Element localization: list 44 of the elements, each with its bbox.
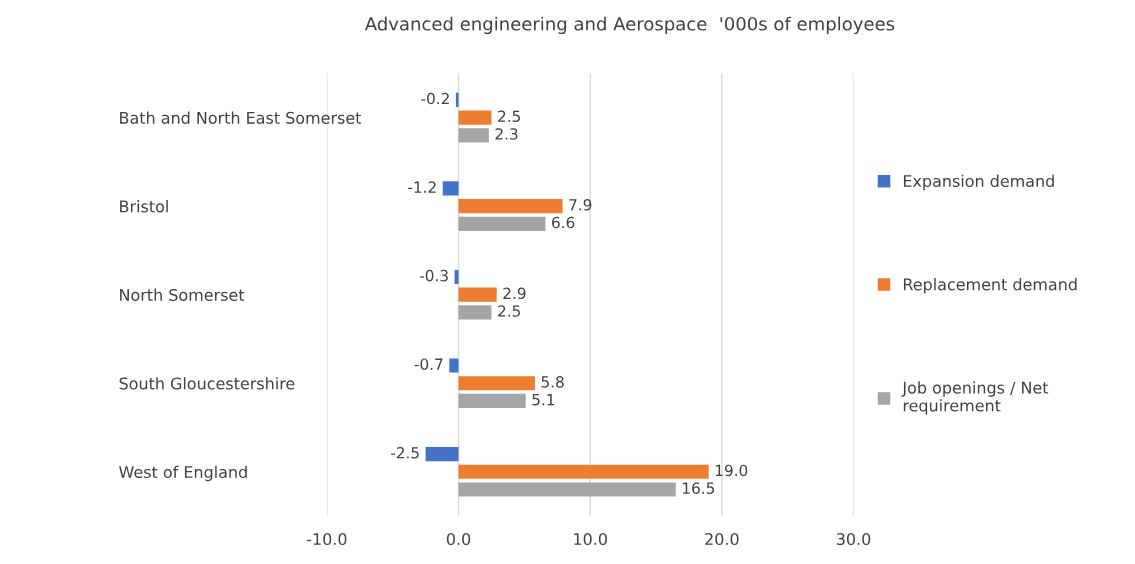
bar xyxy=(458,376,535,391)
bar xyxy=(449,358,459,373)
data-label: 7.9 xyxy=(569,199,592,211)
x-tick-label: 10.0 xyxy=(574,533,607,546)
bar xyxy=(458,110,492,125)
data-label: 2.5 xyxy=(498,305,520,317)
bar xyxy=(425,446,459,462)
data-label: 2.5 xyxy=(498,110,520,123)
data-label: 2.9 xyxy=(503,287,526,300)
legend-label: Expansion demand xyxy=(903,174,1054,191)
bar xyxy=(458,216,546,231)
bar xyxy=(458,128,489,143)
bar xyxy=(458,305,492,320)
bar xyxy=(455,92,459,107)
data-label: -1.2 xyxy=(408,181,436,193)
x-tick-label: 30.0 xyxy=(836,533,871,546)
legend-label: Job openings / Net requirement xyxy=(901,381,1049,415)
bar xyxy=(458,464,709,479)
chart-title: Advanced engineering and Aerospace '000s of employees xyxy=(364,16,895,35)
bar xyxy=(458,393,526,409)
data-label: 5.1 xyxy=(532,394,555,406)
data-label: -0.7 xyxy=(414,358,443,370)
data-label: 16.5 xyxy=(683,482,715,494)
data-label: 19.0 xyxy=(715,464,748,477)
bar xyxy=(442,181,459,196)
y-tick-label: North Somerset xyxy=(120,288,245,301)
data-label: 5.8 xyxy=(541,376,564,388)
x-tick-label: 20.0 xyxy=(705,533,739,546)
x-tick-label: -10.0 xyxy=(307,533,347,546)
data-label: -2.5 xyxy=(391,446,419,459)
data-label: -0.2 xyxy=(421,92,449,105)
y-tick-label: South Gloucestershire xyxy=(119,377,295,390)
data-label: 2.3 xyxy=(495,128,518,140)
bar xyxy=(454,269,459,285)
bar xyxy=(458,199,563,214)
y-tick-label: West of England xyxy=(119,465,247,482)
legend-label: Replacement demand xyxy=(903,278,1077,294)
data-label: -0.3 xyxy=(419,269,448,282)
y-tick-label: Bristol xyxy=(120,200,168,213)
x-tick-label: 0.0 xyxy=(446,533,471,546)
bar xyxy=(458,482,676,497)
data-label: 6.6 xyxy=(552,216,575,229)
bar xyxy=(458,287,497,302)
y-tick-label: Bath and North East Somerset xyxy=(120,111,362,124)
